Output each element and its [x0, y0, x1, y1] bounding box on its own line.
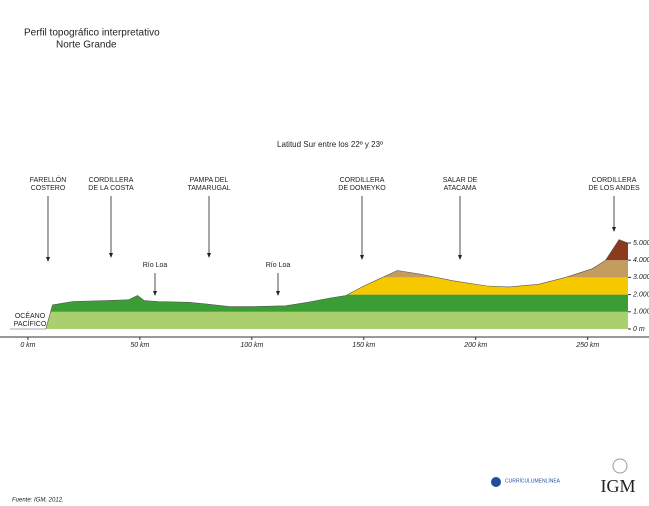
annotation-label: CORDILLERA — [89, 177, 134, 184]
x-tick-label: 0 km — [20, 342, 35, 349]
x-tick-label: 100 km — [240, 342, 263, 349]
annotation-label: FARELLÓN — [30, 175, 67, 184]
annotation-label: PACÍFICO — [14, 319, 47, 328]
annotation-label: Río Loa — [143, 262, 168, 269]
y-tick-label: 1.000 — [633, 309, 649, 316]
annotation-label: DE DOMEYKO — [338, 185, 386, 192]
annotation-label: COSTERO — [31, 185, 66, 192]
y-tick-label: 2.000 — [632, 291, 649, 298]
x-tick-label: 250 km — [575, 342, 599, 349]
y-tick-label: 3.000 — [633, 274, 649, 281]
x-tick-label: 200 km — [463, 342, 487, 349]
elevation-band — [10, 312, 628, 329]
caption: Latitud Sur entre los 22º y 23º — [277, 140, 383, 149]
annotation-label: TAMARUGAL — [187, 185, 230, 192]
y-tick-label: 4.000 — [633, 257, 649, 264]
source: Fuente: IGM, 2012. — [12, 498, 64, 504]
annotation-label: CORDILLERA — [340, 177, 385, 184]
annotation-label: PAMPA DEL — [190, 177, 229, 184]
y-tick-label: 0 m — [633, 326, 645, 333]
annotation-label: CORDILLERA — [592, 177, 637, 184]
annotation-label: OCÉANO — [15, 311, 46, 320]
annotation-label: SALAR DE — [443, 177, 478, 184]
x-tick-label: 150 km — [352, 342, 375, 349]
annotation-label: Río Loa — [266, 262, 291, 269]
chart-subtitle: Norte Grande — [56, 40, 117, 51]
x-tick-label: 50 km — [130, 342, 149, 349]
logo: IGM — [601, 476, 636, 496]
annotation-label: DE LA COSTA — [88, 185, 134, 192]
chart-title: Perfil topográfico interpretativo — [24, 28, 160, 39]
partner-icon — [491, 477, 501, 487]
background — [0, 0, 649, 506]
chart: Perfil topográfico interpretativo Norte … — [0, 0, 649, 506]
partner-name: CURRÍCULUMENLÍNEA — [505, 477, 561, 484]
annotation-label: ATACAMA — [444, 185, 477, 192]
annotation-label: DE LOS ANDES — [588, 185, 640, 192]
y-tick-label: 5.000 — [633, 240, 649, 247]
